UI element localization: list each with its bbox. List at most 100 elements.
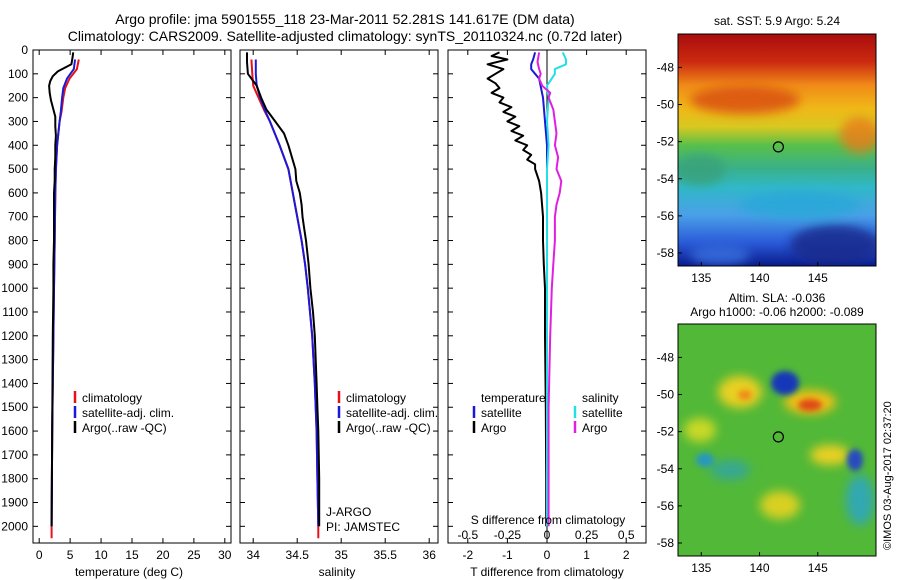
temperature-axis-label: temperature (deg C) — [75, 565, 183, 579]
argo-location-marker — [772, 431, 784, 443]
pi-annotation: PI: JAMSTEC — [326, 520, 400, 534]
depth-tick-label: 1300 — [1, 353, 28, 367]
s-difference-tick-label: 0 — [544, 528, 551, 542]
legend-label-t-argo: Argo — [481, 421, 507, 435]
map-x-tick-label: 135 — [691, 561, 711, 575]
map-y-tick-label: -54 — [657, 172, 675, 186]
imos-credit: ©IMOS 03-Aug-2017 02:37:20 — [882, 401, 894, 550]
s-difference-tick-label: 0.25 — [575, 528, 599, 542]
map-x-tick-label: 140 — [750, 561, 770, 575]
sst-cold-patch — [690, 245, 750, 265]
depth-tick-label: 200 — [8, 91, 28, 105]
x-tick-label: 35.5 — [374, 548, 398, 562]
depth-tick-label: 800 — [8, 234, 28, 248]
sla-peak-patch — [738, 390, 752, 400]
s-difference-tick-label: -0.5 — [457, 528, 478, 542]
map-x-tick-label: 140 — [750, 271, 770, 285]
map-y-tick-label: -56 — [657, 209, 675, 223]
depth-tick-label: 1100 — [2, 305, 28, 319]
map-y-tick-label: -52 — [657, 425, 675, 439]
profile-line — [486, 51, 548, 527]
map-y-tick-label: -54 — [657, 462, 675, 476]
argo-location-marker — [772, 141, 784, 153]
sla-peak-patch — [798, 399, 822, 411]
sst-map — [678, 34, 876, 266]
x-tick-label: 0 — [36, 548, 43, 562]
sst-warm-patch — [840, 117, 876, 153]
depth-tick-label: 2000 — [1, 519, 28, 533]
s-difference-tick-label: 0.5 — [618, 528, 635, 542]
profile-line — [48, 52, 75, 527]
depth-tick-label: 500 — [8, 162, 28, 176]
sla-trough-patch — [847, 449, 863, 471]
salinity-panel: 34 34.5 35 35.5 36 — [246, 50, 437, 562]
x-tick-label: 15 — [125, 548, 139, 562]
profile-line — [246, 52, 321, 527]
map-y-tick-label: -48 — [657, 60, 675, 74]
depth-tick-label: 300 — [8, 114, 28, 128]
salinity-panel-frame — [239, 49, 439, 544]
depth-tick-label: 1700 — [1, 448, 28, 462]
sla-high-patch — [760, 491, 800, 519]
figure-title-line1: Argo profile: jma 5901555_118 23-Mar-201… — [115, 11, 574, 27]
figure-title-line2: Climatology: CARS2009. Satellite-adjuste… — [68, 28, 623, 44]
depth-tick-label: 1600 — [1, 424, 28, 438]
map-y-tick-label: -52 — [657, 135, 675, 149]
depth-tick-label: 1200 — [1, 329, 28, 343]
map-x-tick-label: 135 — [691, 271, 711, 285]
x-tick-label: -2 — [462, 548, 473, 562]
s-difference-tick-label: -0.25 — [494, 528, 522, 542]
difference-legend: temperature salinity satellite Argo sate… — [472, 391, 623, 435]
sla-high-patch — [684, 418, 716, 442]
legend-label-climatology: climatology — [346, 391, 406, 405]
depth-tick-label: 1900 — [1, 496, 28, 510]
sla-low-patch — [710, 460, 750, 480]
depth-tick-label: 1500 — [1, 400, 28, 414]
x-tick-label: 10 — [94, 548, 108, 562]
sst-cool-patch — [678, 154, 725, 186]
x-tick-label: 34 — [247, 548, 261, 562]
sst-cold-patch — [790, 225, 876, 265]
temperature-panel: 0 5 10 15 20 25 30 — [36, 50, 232, 562]
profile-line — [536, 52, 563, 527]
sst-cool-patch — [740, 191, 860, 219]
program-annotation: J-ARGO — [326, 505, 371, 519]
map-y-tick-label: -50 — [657, 98, 675, 112]
x-tick-label: 2 — [623, 548, 630, 562]
sla-map-title-line1: Altim. SLA: -0.036 — [729, 291, 826, 305]
sla-map-title-line2: Argo h1000: -0.06 h2000: -0.089 — [690, 305, 864, 319]
legend-label-argo: Argo(..raw -QC) — [346, 421, 431, 435]
map-x-tick-label: 145 — [808, 561, 828, 575]
legend-label-satellite: satellite-adj. clim. — [82, 406, 174, 420]
map-y-tick-label: -50 — [657, 388, 675, 402]
x-tick-label: 35 — [335, 548, 349, 562]
salinity-legend: climatology satellite-adj. clim. Argo(..… — [337, 391, 438, 435]
map-y-tick-label: -48 — [657, 350, 675, 364]
temperature-panel-frame — [32, 49, 232, 544]
sst-map-title: sat. SST: 5.9 Argo: 5.24 — [714, 14, 840, 28]
depth-tick-label: 700 — [8, 210, 28, 224]
t-difference-axis-label: T difference from climatology — [470, 565, 624, 579]
x-tick-label: 36 — [423, 548, 437, 562]
profile-line — [254, 59, 320, 527]
depth-tick-label: 0 — [21, 43, 28, 57]
legend-header-salinity: salinity — [582, 391, 619, 405]
sst-warm-patch — [690, 86, 800, 114]
legend-label-s-satellite: satellite — [582, 406, 623, 420]
sst-map-frame — [677, 33, 877, 267]
legend-label-climatology: climatology — [82, 391, 142, 405]
depth-tick-label: 900 — [8, 257, 28, 271]
sla-low-patch — [846, 475, 874, 525]
s-difference-axis-label: S difference from climatology — [471, 513, 626, 527]
x-tick-label: 20 — [156, 548, 170, 562]
depth-tick-label: 400 — [8, 138, 28, 152]
legend-label-t-satellite: satellite — [481, 406, 522, 420]
x-tick-label: 0 — [544, 548, 551, 562]
legend-label-argo: Argo(..raw -QC) — [82, 421, 167, 435]
map-x-tick-label: 145 — [808, 271, 828, 285]
sst-map-axes: 135 140 145 -48 -50 -52 -54 -56 -58 — [657, 60, 828, 285]
sla-trough-patch — [696, 453, 714, 467]
map-y-tick-label: -58 — [657, 536, 675, 550]
x-tick-label: 5 — [67, 548, 74, 562]
